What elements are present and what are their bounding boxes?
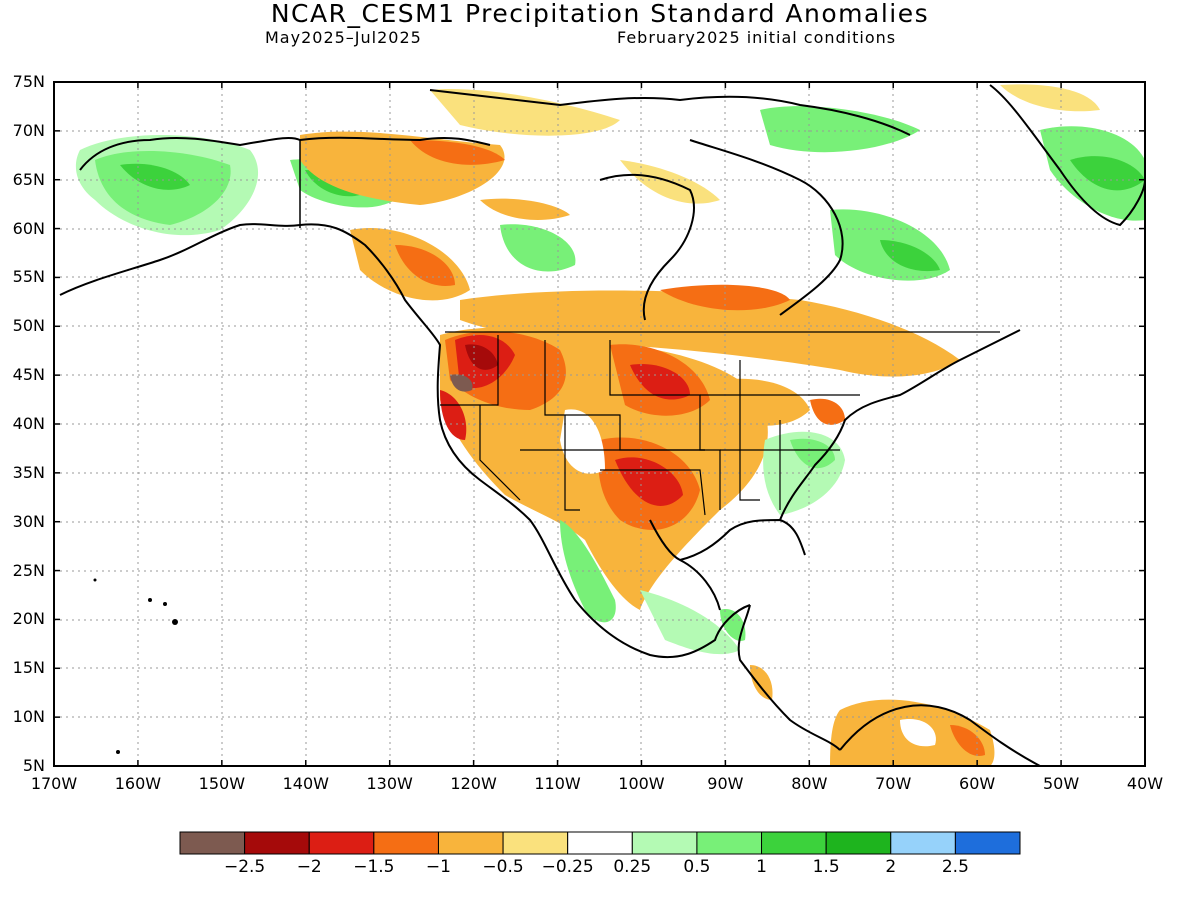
longitude-label: 160W	[114, 774, 162, 793]
longitude-label: 90W	[707, 774, 744, 793]
longitude-label: 120W	[450, 774, 497, 793]
latitude-label: 10N	[12, 707, 45, 727]
longitude-label: 140W	[282, 774, 329, 793]
colorbar-label: −2.5	[223, 857, 266, 877]
colorbar-swatch	[696, 831, 763, 855]
colorbar-label: 1	[756, 857, 767, 877]
colorbar-label: −2	[296, 857, 322, 877]
coastlines	[59, 84, 1145, 766]
latitude-label: 55N	[12, 267, 45, 287]
latitude-label: 20N	[12, 609, 45, 629]
longitude-label: 40W	[1126, 774, 1164, 793]
period-subtitle: May2025–Jul2025	[265, 28, 422, 47]
canada-wet-area	[500, 224, 576, 272]
colorbar	[179, 831, 1021, 855]
colorbar-label: 1.5	[812, 857, 840, 877]
latitude-label: 45N	[12, 365, 45, 385]
latitude-label: 40N	[12, 414, 45, 433]
mexico-wet-area	[560, 520, 616, 623]
latitude-label: 60N	[12, 218, 45, 238]
latitude-label: 70N	[12, 120, 45, 140]
colorbar-swatch	[631, 831, 698, 855]
colorbar-swatch	[373, 831, 439, 855]
colorbar-swatch	[502, 831, 569, 855]
longitude-label: 150W	[198, 774, 246, 793]
longitude-label: 70W	[875, 774, 912, 793]
colorbar-label: 0.25	[613, 857, 652, 877]
longitude-label: 80W	[791, 774, 828, 793]
axis-ticks	[53, 81, 1146, 767]
colorbar-label: 2.5	[941, 857, 969, 877]
colorbar-swatch	[437, 831, 504, 855]
latitude-label: 65N	[12, 169, 45, 189]
longitude-label: 110W	[534, 774, 581, 793]
longitude-label: 130W	[366, 774, 413, 793]
latitude-label: 35N	[12, 462, 45, 482]
colorbar-swatch	[308, 831, 375, 855]
latitude-label: 75N	[12, 72, 45, 91]
colorbar-label: −1	[425, 857, 451, 877]
graticule	[54, 82, 1145, 766]
colorbar-swatch	[954, 831, 1021, 855]
colorbar-swatch	[244, 831, 310, 855]
colorbar-label: −0.5	[482, 857, 524, 877]
colorbar-label: −1.5	[353, 857, 395, 877]
longitude-label: 60W	[959, 774, 996, 793]
latitude-label: 15N	[12, 658, 45, 678]
latitude-label: 50N	[12, 316, 45, 336]
colorbar-swatch	[567, 831, 633, 855]
colorbar-swatch	[179, 831, 246, 855]
state-borders	[440, 331, 1000, 516]
canada-dry-belt	[460, 290, 960, 377]
map-title: NCAR_CESM1 Precipitation Standard Anomal…	[270, 0, 930, 28]
longitude-label: 50W	[1042, 774, 1080, 793]
latitude-label: 30N	[12, 511, 45, 531]
colorbar-swatch	[761, 831, 827, 855]
latitude-label: 5N	[22, 756, 45, 775]
islands	[93, 578, 178, 754]
colorbar-label: 0.5	[683, 857, 711, 877]
colorbar-swatch	[890, 831, 956, 855]
colorbar-swatch	[825, 831, 892, 855]
latitude-label: 25N	[12, 560, 45, 580]
colorbar-label: 2	[885, 857, 897, 877]
initial-conditions-subtitle: February2025 initial conditions	[617, 28, 897, 47]
colorbar-label: −0.25	[541, 857, 594, 877]
longitude-label: 100W	[618, 774, 665, 793]
longitude-label: 170W	[30, 774, 78, 793]
